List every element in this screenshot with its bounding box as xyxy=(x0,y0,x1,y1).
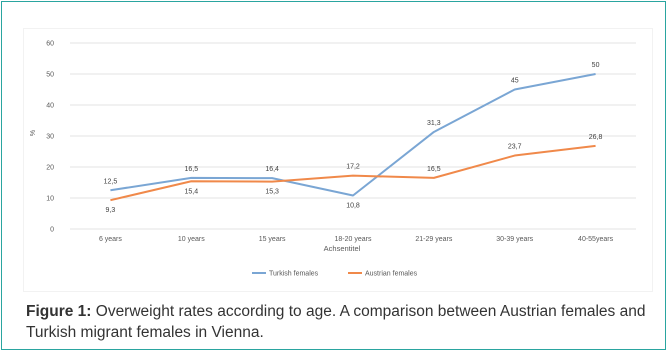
legend-label: Austrian females xyxy=(365,271,418,278)
data-label: 45 xyxy=(511,78,519,85)
x-tick-label: 10 years xyxy=(178,236,205,243)
caption-text: Overweight rates according to age. A com… xyxy=(26,303,646,341)
y-tick-label: 0 xyxy=(50,227,54,234)
series-line-2 xyxy=(110,144,596,202)
data-label: 50 xyxy=(592,62,600,69)
series-line-1 xyxy=(110,73,596,197)
data-label: 31,3 xyxy=(427,120,441,127)
line-chart: 0 10 20 30 40 50 60 6 years 10 years 15 years 18-… xyxy=(30,41,636,278)
y-tick-label: 30 xyxy=(46,134,54,141)
x-tick-label: 15 years xyxy=(259,236,286,243)
data-labels: 12,5 16,5 16,4 10,8 31,3 45 50 9,3 15,4 15,3 17,2 1… xyxy=(104,62,603,214)
data-label: 16,4 xyxy=(265,166,279,173)
y-tick-label: 50 xyxy=(46,72,54,79)
data-label: 9,3 xyxy=(106,207,116,214)
series-lines xyxy=(110,73,596,202)
caption-label: Figure 1: xyxy=(26,303,92,320)
data-label: 15,3 xyxy=(265,189,279,196)
y-tick-label: 20 xyxy=(46,165,54,172)
data-label: 15,4 xyxy=(184,188,198,195)
data-label: 17,2 xyxy=(346,164,360,171)
y-tick-label: 10 xyxy=(46,196,54,203)
chart-area: 0 10 20 30 40 50 60 6 years 10 years 15 years 18-… xyxy=(24,29,652,291)
x-tick-label: 6 years xyxy=(99,236,122,243)
data-label: 16,5 xyxy=(184,166,198,173)
y-tick-labels: 0 10 20 30 40 50 60 xyxy=(46,41,54,234)
x-tick-label: 40-55years xyxy=(578,236,614,243)
legend-label: Turkish females xyxy=(269,271,319,278)
data-label: 10,8 xyxy=(346,203,360,210)
x-axis-label: Achsentitel xyxy=(324,244,361,253)
data-label: 16,5 xyxy=(427,166,441,173)
data-label: 23,7 xyxy=(508,144,522,151)
figure-caption: Figure 1: Overweight rates according to … xyxy=(26,301,658,343)
y-axis-label: % xyxy=(30,130,37,136)
legend: Turkish females Austrian females xyxy=(252,271,418,278)
x-tick-label: 30-39 years xyxy=(496,236,533,243)
y-tick-label: 60 xyxy=(46,41,54,48)
x-tick-label: 21-29 years xyxy=(415,236,452,243)
x-tick-labels: 6 years 10 years 15 years 18-20 years 21-29 … xyxy=(99,236,614,243)
data-label: 26,8 xyxy=(589,134,603,141)
y-tick-label: 40 xyxy=(46,103,54,110)
grid-lines xyxy=(70,42,636,230)
x-tick-label: 18-20 years xyxy=(335,236,372,243)
data-label: 12,5 xyxy=(104,178,118,185)
